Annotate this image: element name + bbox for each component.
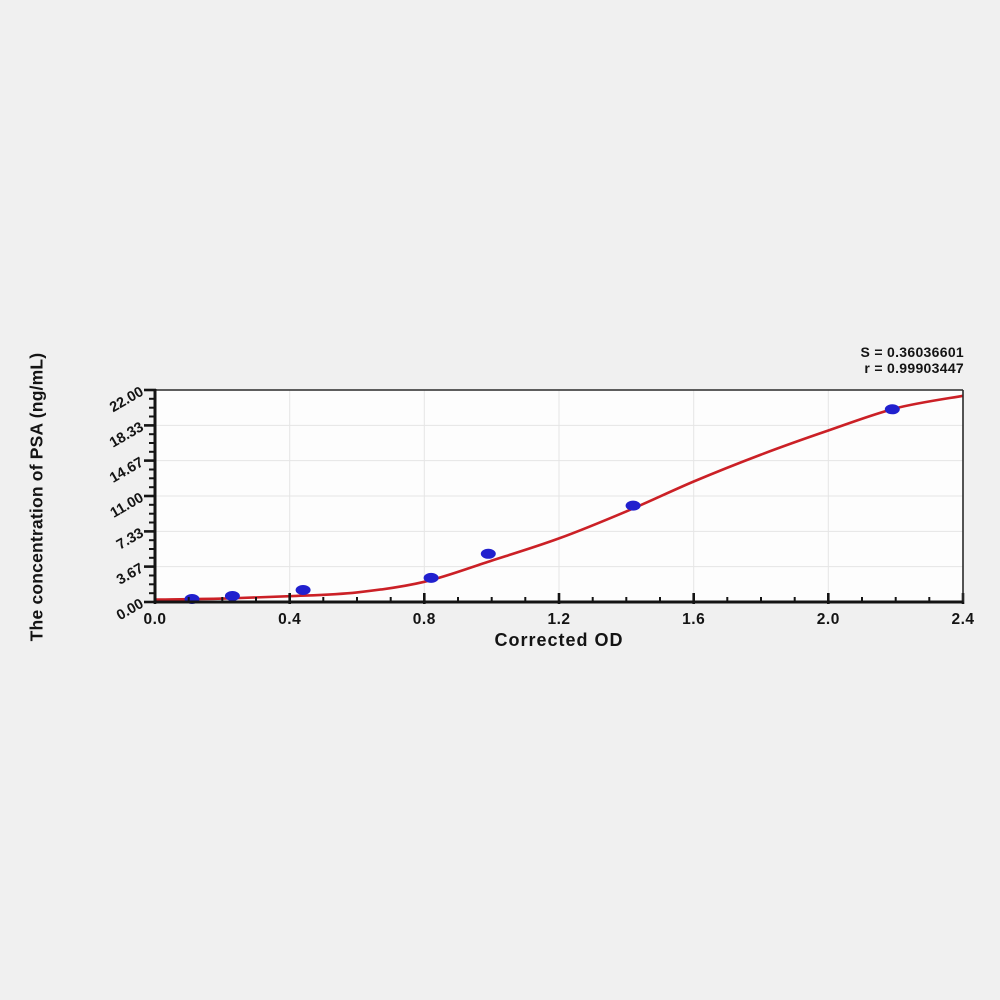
x-tick-label: 0.4 (278, 611, 301, 628)
y-tick-label: 7.33 (114, 525, 146, 553)
fit-statistic-s: S = 0.36036601 (860, 344, 964, 360)
y-tick-label: 22.00 (107, 384, 146, 416)
y-tick-label: 18.33 (107, 419, 146, 451)
data-point (625, 500, 641, 511)
y-tick-label: 14.67 (107, 455, 146, 487)
x-tick-label: 0.8 (413, 611, 436, 628)
data-point (295, 585, 311, 595)
y-tick-label: 0.00 (114, 596, 146, 624)
data-point (224, 591, 240, 601)
x-tick-label: 2.4 (951, 611, 974, 628)
x-tick-label: 1.2 (547, 611, 570, 628)
fit-statistics: S = 0.36036601 r = 0.99903447 (861, 344, 964, 376)
x-tick-label: 0.0 (143, 611, 166, 628)
x-tick-label: 1.6 (682, 611, 705, 628)
data-point (480, 548, 496, 559)
x-axis-title: Corrected OD (494, 630, 624, 650)
y-tick-label: 3.67 (114, 561, 146, 589)
data-point (884, 404, 900, 415)
y-axis-title: The concentration of PSA (ng/mL) (26, 352, 47, 642)
fit-statistic-r: r = 0.99903447 (864, 360, 964, 376)
x-tick-label: 2.0 (817, 611, 840, 628)
y-tick-label: 11.00 (108, 490, 147, 522)
data-point (423, 572, 439, 583)
